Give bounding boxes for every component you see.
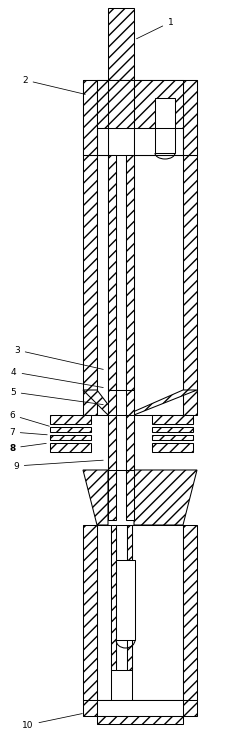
Bar	[108, 128, 134, 155]
Bar	[183, 155, 197, 415]
Text: 3: 3	[14, 346, 103, 370]
Bar	[97, 80, 108, 128]
Bar	[152, 443, 193, 452]
Text: 9: 9	[13, 460, 103, 471]
Bar	[152, 415, 193, 424]
Bar	[83, 128, 197, 155]
Bar	[127, 525, 132, 670]
Bar	[132, 525, 183, 700]
Bar	[108, 80, 134, 128]
Bar	[116, 155, 126, 390]
Bar	[83, 700, 197, 716]
Bar	[83, 80, 97, 155]
Polygon shape	[134, 470, 197, 525]
Bar	[126, 155, 134, 390]
Bar	[50, 435, 91, 440]
Bar	[50, 415, 91, 424]
Bar	[155, 98, 175, 153]
Bar	[97, 716, 183, 724]
Text: 10: 10	[22, 714, 82, 729]
Text: 5: 5	[10, 387, 103, 405]
Bar	[111, 525, 116, 670]
Text: 6: 6	[9, 410, 49, 426]
Polygon shape	[108, 470, 116, 520]
Bar	[116, 415, 126, 470]
Bar	[134, 155, 183, 415]
Polygon shape	[126, 390, 197, 415]
Bar	[97, 700, 183, 716]
Polygon shape	[83, 470, 108, 525]
Bar	[152, 427, 193, 432]
Bar	[108, 390, 116, 480]
Bar	[83, 80, 197, 128]
Bar	[126, 415, 134, 470]
Text: 2: 2	[22, 75, 85, 95]
Bar	[97, 80, 108, 155]
Text: 4: 4	[11, 367, 103, 387]
Bar	[83, 155, 97, 415]
Text: 1: 1	[137, 17, 174, 39]
Bar	[83, 525, 97, 700]
Text: 8: 8	[9, 443, 46, 452]
Bar	[108, 155, 116, 390]
Bar	[108, 80, 134, 128]
Bar	[97, 155, 108, 415]
Bar	[108, 8, 134, 80]
Bar	[50, 427, 91, 432]
Bar	[183, 80, 197, 155]
Text: 7: 7	[9, 428, 47, 437]
Bar	[126, 390, 134, 480]
Bar	[134, 80, 183, 155]
Bar	[183, 525, 197, 700]
Bar	[152, 435, 193, 440]
Bar	[97, 525, 111, 700]
Polygon shape	[83, 390, 116, 415]
Bar	[116, 525, 127, 670]
Bar	[108, 415, 116, 470]
Bar	[134, 80, 183, 128]
Polygon shape	[126, 470, 134, 520]
Bar	[116, 560, 135, 640]
Bar	[50, 443, 91, 452]
